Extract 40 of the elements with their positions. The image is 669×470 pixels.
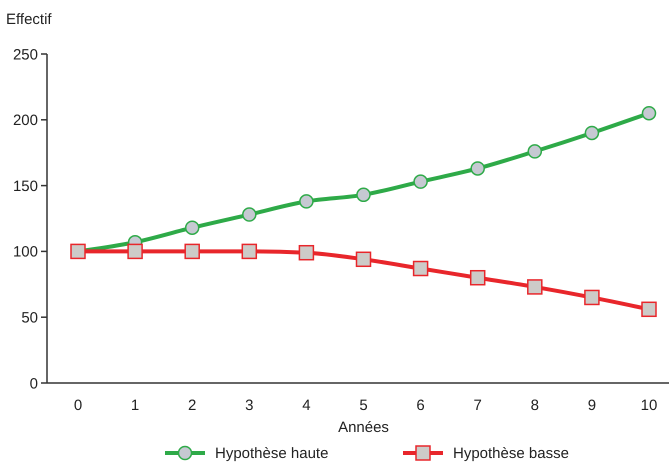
point [528, 144, 542, 159]
point [584, 126, 600, 140]
legend-label: Hypothèse basse [453, 445, 569, 462]
point [184, 244, 200, 260]
point [299, 194, 314, 209]
point [642, 106, 656, 120]
point [641, 302, 657, 318]
x-tick-label: 2 [188, 397, 196, 414]
x-axis-title: Années [338, 419, 389, 436]
y-tick-label: 100 [12, 244, 38, 261]
x-tick-label: 0 [74, 397, 82, 414]
y-tick-label: 0 [30, 375, 38, 392]
x-tick-label: 4 [302, 397, 311, 414]
point [470, 161, 485, 176]
x-tick-label: 1 [130, 397, 140, 414]
point [356, 252, 372, 268]
x-tick-label: 7 [474, 397, 482, 414]
point [412, 260, 428, 276]
point [527, 279, 543, 295]
x-tick-label: 9 [588, 397, 596, 414]
x-tick-label: 3 [245, 397, 254, 414]
point [470, 270, 486, 286]
y-tick-label: 150 [12, 178, 38, 195]
y-tick-label: 250 [12, 46, 38, 64]
point [242, 207, 257, 222]
point [356, 188, 371, 202]
point [242, 244, 258, 260]
point [298, 244, 314, 260]
y-tick-label: 200 [12, 112, 38, 130]
y-axis-title: Effectif [6, 11, 52, 28]
point [413, 174, 428, 189]
x-tick-label: 6 [416, 397, 425, 414]
point [127, 244, 143, 260]
x-tick-label: 10 [640, 397, 658, 414]
x-tick-label: 8 [530, 397, 539, 414]
x-tick-label: 5 [359, 397, 368, 414]
point [184, 220, 200, 235]
legend-label: Hypothèse haute [215, 445, 328, 462]
y-tick-label: 50 [21, 309, 38, 326]
point [584, 290, 600, 306]
